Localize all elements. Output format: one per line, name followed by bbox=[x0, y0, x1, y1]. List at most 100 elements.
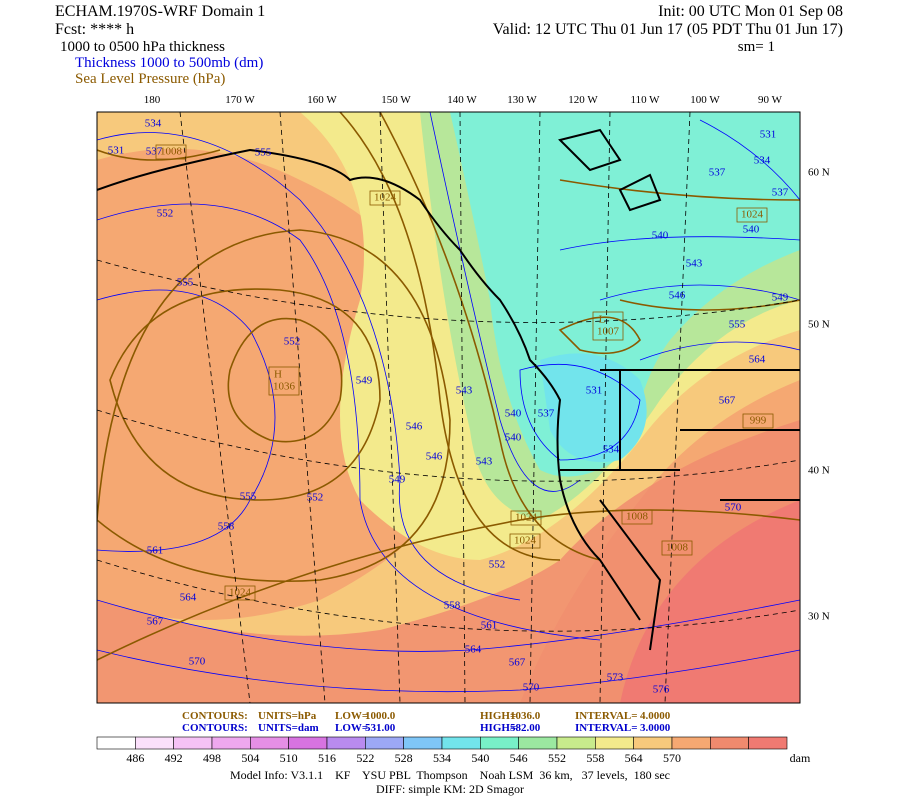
thickness-label: 555 bbox=[255, 147, 272, 159]
thickness-label: 564 bbox=[180, 592, 197, 604]
thickness-label: 561 bbox=[147, 545, 164, 557]
colorbar-box bbox=[518, 736, 558, 750]
center-symbol: L bbox=[599, 314, 606, 326]
thickness-label: 537 bbox=[772, 187, 789, 199]
thickness-label: 537 bbox=[538, 408, 555, 420]
pressure-label: 1008 bbox=[666, 542, 689, 554]
lon-label: 90 W bbox=[758, 94, 783, 106]
colorbar-tick: 492 bbox=[165, 751, 183, 765]
pressure-label: 1008 bbox=[626, 511, 649, 523]
colorbar-tick: 528 bbox=[395, 751, 413, 765]
footer-line: DIFF: simple KM: 2D Smagor bbox=[376, 782, 524, 796]
header-line: Init: 00 UTC Mon 01 Sep 08 bbox=[658, 3, 843, 20]
contour-info: 3.0000 bbox=[640, 722, 671, 734]
thickness-label: 564 bbox=[465, 644, 482, 656]
thickness-label: 573 bbox=[607, 672, 624, 684]
lon-label: 100 W bbox=[690, 94, 720, 106]
thickness-label: 540 bbox=[505, 432, 522, 444]
colorbar-box bbox=[250, 736, 289, 750]
contour-info: 1036.0 bbox=[510, 710, 541, 722]
header-line: sm= 1 bbox=[738, 39, 775, 55]
colorbar-tick: 516 bbox=[318, 751, 336, 765]
thickness-label: 555 bbox=[177, 277, 194, 289]
colorbar-box bbox=[365, 736, 404, 750]
thickness-label: 534 bbox=[145, 118, 162, 130]
thickness-label: 531 bbox=[108, 145, 125, 157]
thickness-label: 546 bbox=[426, 451, 443, 463]
pressure-label-box bbox=[621, 509, 653, 525]
contour-info: 582.00 bbox=[510, 722, 541, 734]
contour-info: UNITS=dam bbox=[258, 722, 319, 734]
contour-info: HIGH= bbox=[480, 722, 516, 734]
contour-info: 531.00 bbox=[365, 722, 396, 734]
pressure-label-box bbox=[509, 533, 541, 549]
pressure-label: 1024 bbox=[515, 512, 538, 524]
lon-label: 150 W bbox=[381, 94, 411, 106]
thickness-label: 552 bbox=[284, 336, 301, 348]
thickness-label: 549 bbox=[356, 375, 373, 387]
header-line: Fcst: **** h bbox=[55, 21, 134, 38]
colorbar-box bbox=[480, 736, 519, 750]
colorbar-box bbox=[403, 736, 443, 750]
colorbar-unit: dam bbox=[790, 751, 811, 765]
map-frame bbox=[96, 111, 801, 704]
lat-label: 30 N bbox=[808, 611, 830, 623]
thickness-label: 531 bbox=[760, 129, 777, 141]
thickness-label: 552 bbox=[307, 492, 324, 504]
contour-info: CONTOURS: bbox=[182, 710, 248, 722]
lon-label: 170 W bbox=[225, 94, 255, 106]
thickness-label: 567 bbox=[509, 657, 526, 669]
colorbar-tick: 486 bbox=[126, 751, 144, 765]
lat-label: 50 N bbox=[808, 319, 830, 331]
colorbar-box bbox=[173, 736, 213, 750]
contour-info: 4.0000 bbox=[640, 710, 671, 722]
colorbar-box bbox=[595, 736, 634, 750]
colorbar-tick: 498 bbox=[203, 751, 221, 765]
pressure-label-box bbox=[369, 190, 401, 206]
field-name: Thickness 1000 to 500mb (dm) bbox=[75, 55, 263, 71]
colorbar-tick: 546 bbox=[510, 751, 528, 765]
thickness-label: 534 bbox=[754, 155, 771, 167]
colorbar-box bbox=[748, 736, 788, 750]
colorbar-box bbox=[710, 736, 749, 750]
colorbar-tick: 558 bbox=[586, 751, 604, 765]
pressure-label-box bbox=[736, 207, 768, 223]
pressure-label: 1024 bbox=[374, 192, 397, 204]
thickness-label: 534 bbox=[603, 444, 620, 456]
colorbar-tick: 504 bbox=[241, 751, 259, 765]
thickness-label: 537 bbox=[146, 146, 163, 158]
thickness-label: 555 bbox=[240, 491, 257, 503]
colorbar-box bbox=[441, 736, 481, 750]
colorbar-box bbox=[288, 736, 328, 750]
thickness-label: 540 bbox=[652, 230, 669, 242]
pressure-label: 1024 bbox=[229, 587, 252, 599]
thickness-label: 576 bbox=[653, 684, 670, 696]
contour-info: HIGH= bbox=[480, 710, 516, 722]
lat-label: 60 N bbox=[808, 167, 830, 179]
colorbar-box bbox=[633, 736, 673, 750]
colorbar-tick: 534 bbox=[433, 751, 451, 765]
thickness-label: 531 bbox=[586, 385, 603, 397]
pressure-label-box bbox=[510, 510, 542, 526]
thickness-label: 543 bbox=[686, 258, 703, 270]
colorbar-box bbox=[96, 736, 136, 750]
pressure-label-box bbox=[224, 585, 256, 601]
thickness-label: 537 bbox=[709, 167, 726, 179]
colorbar-tick: 540 bbox=[471, 751, 489, 765]
thickness-label: 543 bbox=[456, 385, 473, 397]
colorbar-tick: 570 bbox=[663, 751, 681, 765]
colorbar-tick: 564 bbox=[625, 751, 643, 765]
lon-label: 120 W bbox=[568, 94, 598, 106]
header-line: ECHAM.1970S-WRF Domain 1 bbox=[55, 3, 265, 20]
thickness-label: 558 bbox=[444, 600, 461, 612]
contour-info: CONTOURS: bbox=[182, 722, 248, 734]
pressure-label: 1024 bbox=[514, 535, 537, 547]
lon-label: 180 bbox=[144, 94, 161, 106]
thickness-label: 546 bbox=[669, 290, 686, 302]
lat-label: 40 N bbox=[808, 465, 830, 477]
map-area bbox=[97, 112, 800, 703]
lon-label: 140 W bbox=[447, 94, 477, 106]
thickness-label: 549 bbox=[389, 474, 406, 486]
footer-line: Model Info: V3.1.1 KF YSU PBL Thompson N… bbox=[230, 768, 670, 782]
